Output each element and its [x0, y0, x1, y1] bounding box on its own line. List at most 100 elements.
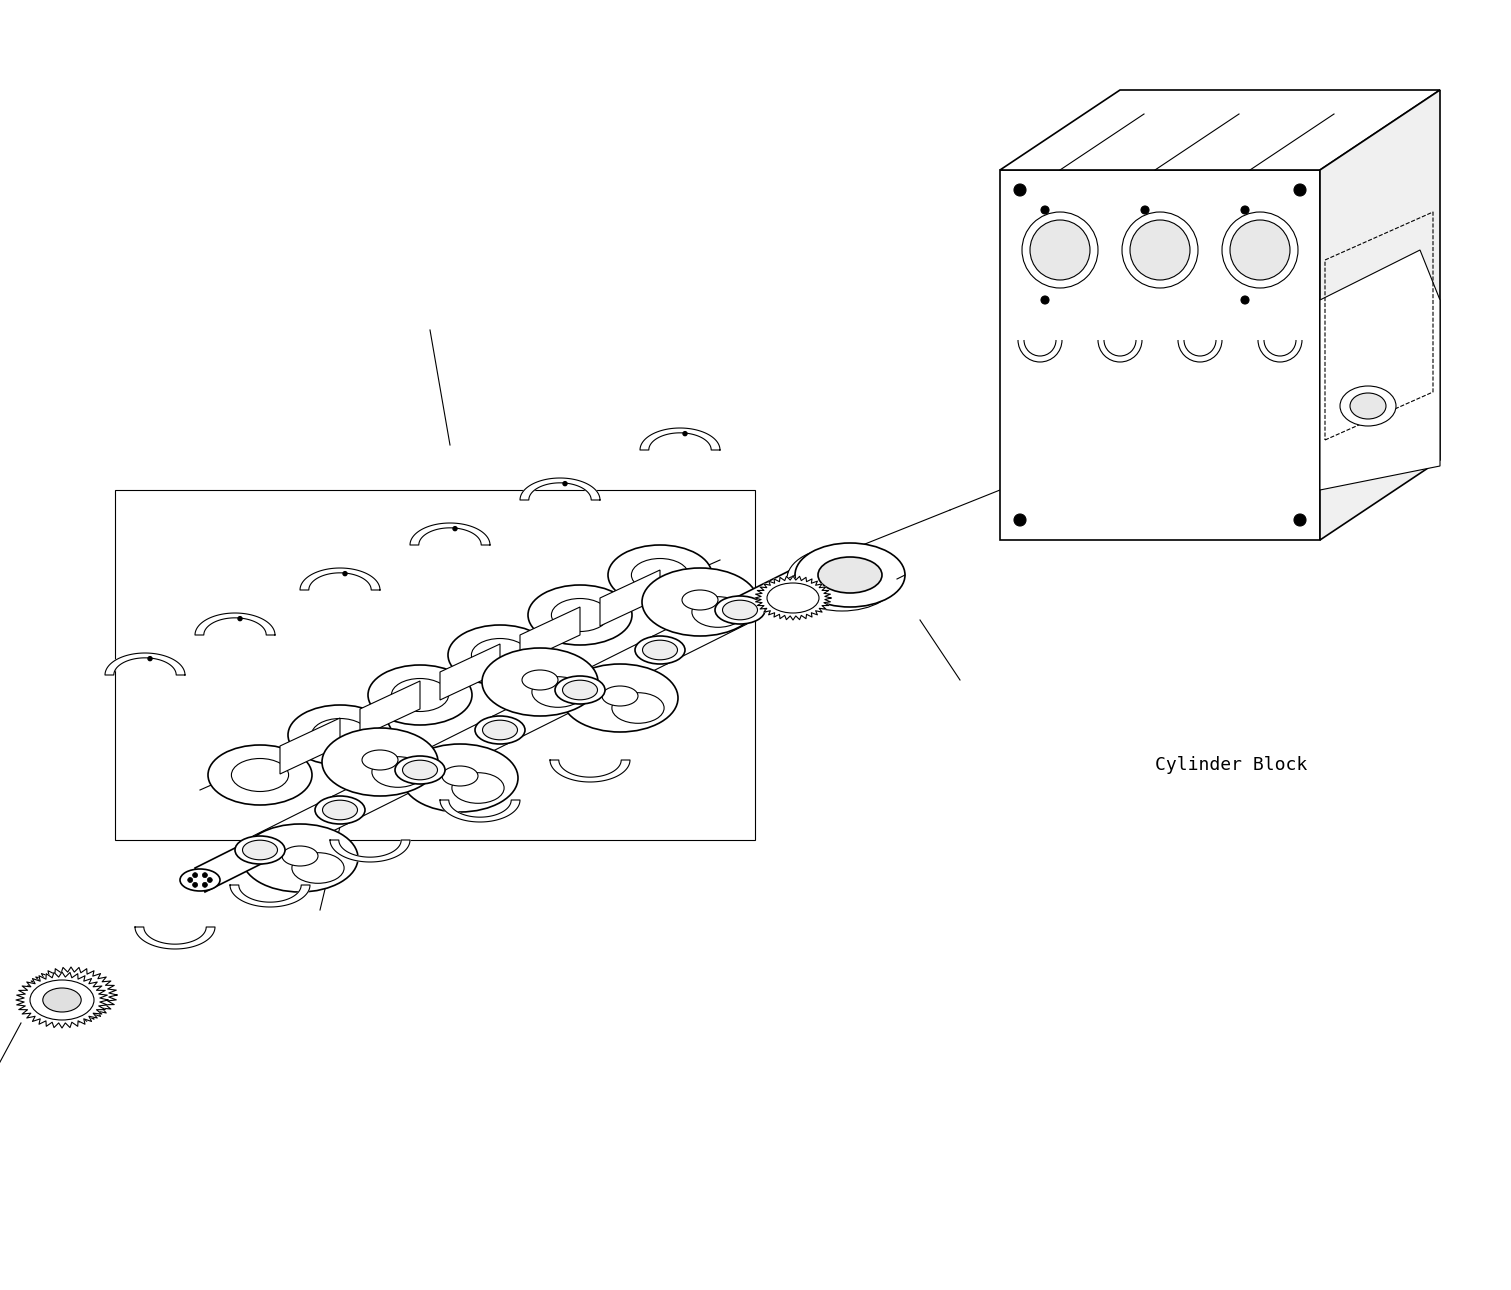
Ellipse shape	[532, 677, 585, 707]
Ellipse shape	[289, 706, 391, 765]
Circle shape	[1014, 184, 1026, 196]
Circle shape	[453, 526, 456, 530]
Polygon shape	[280, 719, 340, 774]
Circle shape	[1241, 295, 1250, 304]
Ellipse shape	[1123, 212, 1198, 288]
Polygon shape	[332, 756, 428, 824]
Circle shape	[202, 882, 207, 888]
Ellipse shape	[817, 557, 882, 593]
Ellipse shape	[311, 719, 369, 752]
Polygon shape	[600, 570, 660, 626]
Ellipse shape	[372, 757, 425, 787]
Ellipse shape	[242, 824, 358, 891]
Ellipse shape	[363, 749, 397, 770]
Circle shape	[1293, 184, 1306, 196]
Ellipse shape	[787, 547, 898, 611]
Ellipse shape	[1230, 221, 1290, 280]
Text: Cylinder Block: Cylinder Block	[1154, 756, 1307, 774]
Ellipse shape	[391, 679, 449, 712]
Polygon shape	[440, 644, 500, 700]
Circle shape	[683, 432, 688, 436]
Circle shape	[187, 877, 193, 882]
Ellipse shape	[642, 568, 759, 636]
Polygon shape	[195, 613, 275, 635]
Ellipse shape	[482, 648, 598, 716]
Polygon shape	[134, 928, 215, 949]
Polygon shape	[104, 653, 184, 675]
Ellipse shape	[601, 686, 638, 706]
Circle shape	[1041, 295, 1049, 304]
Circle shape	[202, 872, 207, 877]
Circle shape	[1041, 206, 1049, 214]
Ellipse shape	[242, 840, 278, 860]
Ellipse shape	[322, 800, 358, 820]
Ellipse shape	[402, 744, 518, 811]
Ellipse shape	[1340, 386, 1396, 426]
Ellipse shape	[1349, 393, 1386, 419]
Ellipse shape	[681, 590, 718, 610]
Ellipse shape	[369, 666, 471, 725]
Polygon shape	[1321, 250, 1440, 490]
Polygon shape	[413, 716, 508, 784]
Ellipse shape	[231, 759, 289, 792]
Polygon shape	[360, 681, 420, 737]
Ellipse shape	[521, 670, 558, 690]
Ellipse shape	[635, 636, 684, 664]
Polygon shape	[493, 676, 586, 744]
Ellipse shape	[555, 676, 604, 704]
Ellipse shape	[632, 559, 689, 592]
Ellipse shape	[180, 869, 221, 891]
Polygon shape	[520, 608, 580, 663]
Ellipse shape	[1130, 221, 1191, 280]
Ellipse shape	[443, 766, 477, 786]
Ellipse shape	[768, 583, 819, 613]
Ellipse shape	[471, 639, 529, 672]
Polygon shape	[641, 428, 721, 450]
Ellipse shape	[292, 853, 345, 884]
Ellipse shape	[30, 980, 94, 1020]
Ellipse shape	[607, 544, 712, 605]
Ellipse shape	[715, 596, 765, 624]
Circle shape	[192, 872, 198, 877]
Ellipse shape	[552, 599, 609, 632]
Ellipse shape	[1222, 212, 1298, 288]
Polygon shape	[653, 596, 746, 664]
Ellipse shape	[314, 796, 366, 824]
Ellipse shape	[722, 600, 757, 619]
Circle shape	[1141, 206, 1148, 214]
Ellipse shape	[1021, 212, 1098, 288]
Ellipse shape	[447, 624, 552, 685]
Ellipse shape	[795, 543, 905, 608]
Ellipse shape	[562, 680, 597, 699]
Ellipse shape	[394, 756, 446, 784]
Ellipse shape	[474, 716, 524, 744]
Polygon shape	[1000, 170, 1321, 541]
Polygon shape	[756, 577, 831, 620]
Polygon shape	[734, 562, 814, 622]
Circle shape	[1014, 513, 1026, 526]
Ellipse shape	[283, 846, 317, 866]
Circle shape	[1293, 513, 1306, 526]
Circle shape	[1241, 206, 1250, 214]
Circle shape	[192, 882, 198, 888]
Polygon shape	[230, 885, 310, 907]
Ellipse shape	[527, 584, 632, 645]
Polygon shape	[520, 479, 600, 501]
Circle shape	[148, 657, 153, 660]
Polygon shape	[26, 968, 116, 1023]
Circle shape	[239, 617, 242, 620]
Ellipse shape	[452, 773, 505, 804]
Circle shape	[207, 877, 213, 882]
Polygon shape	[573, 636, 666, 704]
Ellipse shape	[236, 836, 286, 864]
Ellipse shape	[322, 728, 438, 796]
Circle shape	[564, 481, 567, 485]
Polygon shape	[1321, 90, 1440, 541]
Ellipse shape	[482, 720, 517, 739]
Circle shape	[343, 571, 348, 575]
Polygon shape	[301, 568, 379, 590]
Polygon shape	[252, 796, 348, 864]
Ellipse shape	[789, 562, 833, 587]
Polygon shape	[17, 971, 107, 1028]
Polygon shape	[1000, 90, 1440, 170]
